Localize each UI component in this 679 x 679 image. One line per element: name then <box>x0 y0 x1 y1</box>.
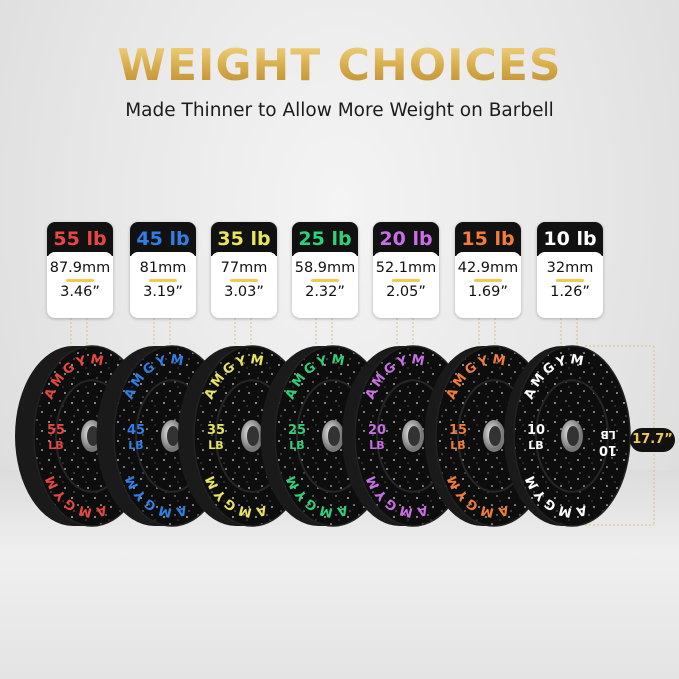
thickness-mm: 77mm <box>220 260 268 276</box>
weight-title: 20 lb <box>373 222 439 256</box>
weight-title: 10 lb <box>537 222 603 256</box>
thickness-in: 2.32” <box>305 284 345 300</box>
thickness-box: 32mm 1.26” <box>537 252 603 300</box>
plate-unit: LB <box>48 439 63 452</box>
weight-label-3: 25 lb 58.9mm 2.32” <box>292 222 358 318</box>
hub-hole <box>328 426 340 446</box>
plate-number: 10 <box>527 423 545 438</box>
divider <box>230 279 258 282</box>
divider <box>474 279 502 282</box>
plate-inner-ring <box>535 379 609 493</box>
thickness-box: 58.9mm 2.32” <box>292 252 358 300</box>
divider <box>556 279 584 282</box>
weight-title: 35 lb <box>211 222 277 256</box>
plate-number: 45 <box>127 423 145 438</box>
hub-hole <box>408 426 420 446</box>
divider <box>66 279 94 282</box>
diameter-badge: 17.7” <box>630 428 675 452</box>
plate-unit: LB <box>369 439 384 452</box>
plate-unit: LB <box>128 439 143 452</box>
weight-title: 25 lb <box>292 222 358 256</box>
hub-hole <box>87 426 99 446</box>
plate-number: 20 <box>368 423 386 438</box>
weight-title: 55 lb <box>47 222 113 256</box>
plate-unit: LB <box>450 439 465 452</box>
divider <box>149 279 177 282</box>
plate-number-mirrored: 10 <box>599 442 617 457</box>
weight-title: 45 lb <box>130 222 196 256</box>
thickness-box: 42.9mm 1.69” <box>455 252 521 300</box>
weight-label-0: 55 lb 87.9mm 3.46” <box>47 222 113 318</box>
thickness-box: 77mm 3.03” <box>211 252 277 300</box>
thickness-box: 87.9mm 3.46” <box>47 252 113 300</box>
thickness-in: 3.46” <box>60 284 100 300</box>
divider <box>392 279 420 282</box>
hub-hole <box>167 426 179 446</box>
weight-title: 15 lb <box>455 222 521 256</box>
thickness-in: 3.19” <box>143 284 183 300</box>
plate-number: 25 <box>288 423 306 438</box>
weight-label-4: 20 lb 52.1mm 2.05” <box>373 222 439 318</box>
plate-unit: LB <box>289 439 304 452</box>
weight-label-2: 35 lb 77mm 3.03” <box>211 222 277 318</box>
plate-number: 15 <box>449 423 467 438</box>
hub-hole <box>489 426 501 446</box>
thickness-in: 1.69” <box>468 284 508 300</box>
thickness-in: 2.05” <box>386 284 426 300</box>
weight-label-6: 10 lb 32mm 1.26” <box>537 222 603 318</box>
thickness-mm: 87.9mm <box>49 260 111 276</box>
thickness-mm: 58.9mm <box>294 260 356 276</box>
plate-number: 55 <box>47 423 65 438</box>
weight-label-1: 45 lb 81mm 3.19” <box>130 222 196 318</box>
thickness-in: 3.03” <box>224 284 264 300</box>
plate-unit-mirrored: LB <box>600 428 615 441</box>
thickness-box: 81mm 3.19” <box>130 252 196 300</box>
hub-hole <box>247 426 259 446</box>
thickness-box: 52.1mm 2.05” <box>373 252 439 300</box>
weight-label-5: 15 lb 42.9mm 1.69” <box>455 222 521 318</box>
thickness-in: 1.26” <box>550 284 590 300</box>
page-subtitle: Made Thinner to Allow More Weight on Bar… <box>125 100 554 121</box>
thickness-mm: 42.9mm <box>457 260 519 276</box>
thickness-mm: 81mm <box>139 260 187 276</box>
thickness-mm: 32mm <box>546 260 594 276</box>
plate-unit: LB <box>528 439 543 452</box>
plate-unit: LB <box>208 439 223 452</box>
divider <box>311 279 339 282</box>
hub-hole <box>567 426 579 446</box>
page-title: WEIGHT CHOICES <box>0 40 679 91</box>
plate-number: 35 <box>207 423 225 438</box>
thickness-mm: 52.1mm <box>375 260 437 276</box>
